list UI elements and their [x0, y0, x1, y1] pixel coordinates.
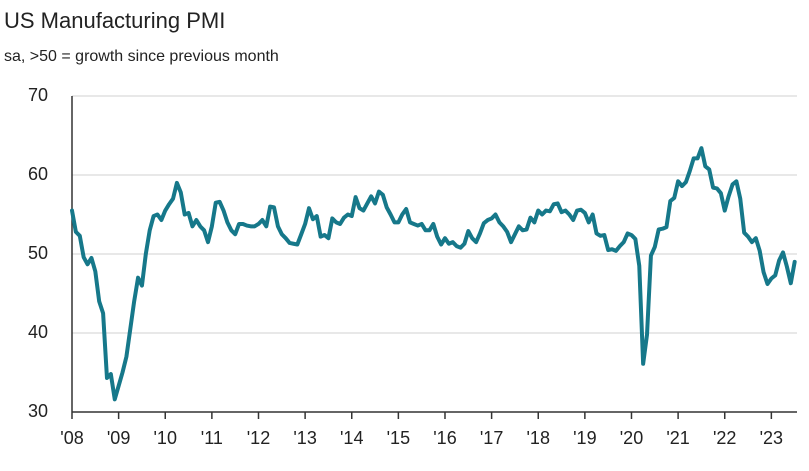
- x-tick-label: '10: [154, 428, 177, 448]
- x-tick-label: '14: [340, 428, 363, 448]
- y-tick-label: 30: [28, 401, 48, 421]
- x-tick-label: '13: [293, 428, 316, 448]
- chart-subtitle: sa, >50 = growth since previous month: [4, 48, 279, 65]
- data-line: [70, 146, 797, 402]
- y-tick-label: 60: [28, 164, 48, 184]
- x-tick-label: '18: [527, 428, 550, 448]
- x-tick-label: '23: [760, 428, 783, 448]
- x-tick-label: '11: [201, 428, 223, 448]
- x-tick-label: '19: [573, 428, 596, 448]
- x-tick-label: '08: [60, 428, 83, 448]
- x-tick-label: '21: [666, 428, 689, 448]
- chart-title: US Manufacturing PMI: [4, 8, 225, 33]
- y-tick-label: 40: [28, 322, 48, 342]
- y-tick-label: 50: [28, 243, 48, 263]
- y-tick-label: 70: [28, 85, 48, 105]
- x-tick-label: '12: [247, 428, 270, 448]
- x-tick-label: '17: [480, 428, 503, 448]
- x-tick-label: '16: [433, 428, 456, 448]
- x-tick-label: '09: [107, 428, 130, 448]
- x-tick-label: '20: [620, 428, 643, 448]
- x-tick-label: '22: [713, 428, 736, 448]
- x-tick-label: '15: [387, 428, 410, 448]
